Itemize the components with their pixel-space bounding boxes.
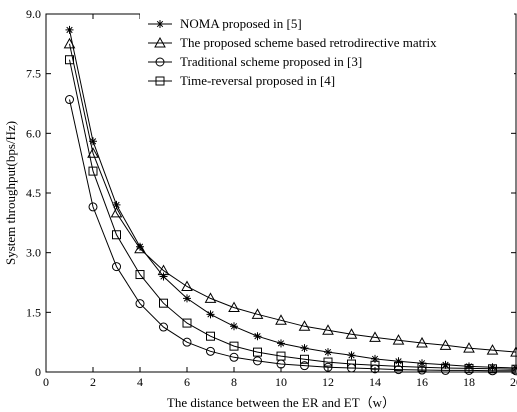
data-point-star: [277, 339, 285, 347]
x-tick-label: 0: [43, 375, 49, 389]
legend-label: Traditional scheme proposed in [3]: [180, 54, 362, 69]
data-point-star: [230, 322, 238, 330]
data-point-star: [207, 310, 215, 318]
data-point-star: [160, 273, 168, 281]
x-tick-label: 10: [275, 375, 287, 389]
y-tick-label: 4.5: [26, 186, 41, 200]
y-tick-label: 0: [35, 365, 41, 379]
y-tick-label: 7.5: [26, 67, 41, 81]
x-tick-label: 18: [463, 375, 475, 389]
y-axis-label: System throughput(bps/Hz): [3, 121, 18, 265]
data-point-star: [156, 20, 164, 28]
legend-label: The proposed scheme based retrodirective…: [180, 35, 437, 50]
x-tick-label: 20: [510, 375, 517, 389]
legend-label: NOMA proposed in [5]: [180, 16, 302, 31]
y-tick-label: 1.5: [26, 305, 41, 319]
x-tick-label: 4: [137, 375, 143, 389]
legend-entry: The proposed scheme based retrodirective…: [148, 35, 437, 50]
x-tick-label: 14: [369, 375, 381, 389]
legend-entry: Traditional scheme proposed in [3]: [148, 54, 362, 69]
y-tick-label: 6.0: [26, 126, 41, 140]
data-point-star: [66, 26, 74, 34]
x-tick-label: 12: [322, 375, 334, 389]
data-point-star: [301, 344, 309, 352]
data-point-star: [348, 351, 356, 359]
y-tick-label: 3.0: [26, 246, 41, 260]
x-tick-label: 8: [231, 375, 237, 389]
x-axis-label: The distance between the ER and ET（w）: [167, 395, 395, 410]
y-tick-label: 9.0: [26, 7, 41, 21]
x-tick-label: 2: [90, 375, 96, 389]
x-tick-label: 6: [184, 375, 190, 389]
data-point-star: [183, 294, 191, 302]
x-tick-label: 16: [416, 375, 428, 389]
data-point-star: [324, 348, 332, 356]
legend: NOMA proposed in [5] The proposed scheme …: [140, 12, 514, 94]
data-point-star: [254, 332, 262, 340]
data-point-star: [395, 357, 403, 365]
legend-label: Time-reversal proposed in [4]: [180, 73, 335, 88]
